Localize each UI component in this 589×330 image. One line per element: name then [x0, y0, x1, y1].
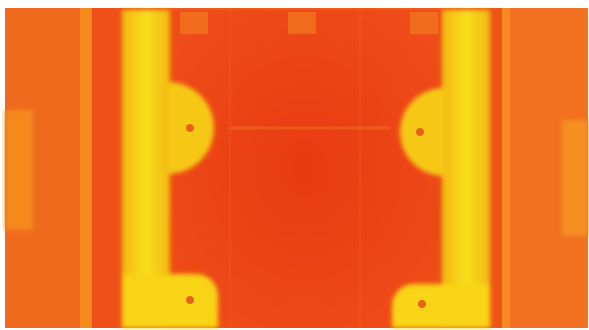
left-strip-patch — [5, 110, 33, 230]
top-pad — [288, 12, 316, 34]
left-strip-edge — [80, 8, 92, 328]
left-via-bottom — [186, 296, 194, 304]
right-via-bottom — [418, 300, 426, 308]
right-gap — [490, 8, 502, 328]
right-strip-patch — [562, 120, 588, 236]
right-bar — [442, 10, 490, 328]
left-gap — [92, 8, 122, 328]
top-pad — [410, 12, 438, 34]
right-via — [416, 128, 424, 136]
left-bottom-pad — [122, 274, 218, 328]
thermal-image — [0, 0, 589, 330]
left-via — [186, 124, 194, 132]
right-bottom-pad — [392, 284, 490, 328]
top-pad — [180, 12, 208, 34]
